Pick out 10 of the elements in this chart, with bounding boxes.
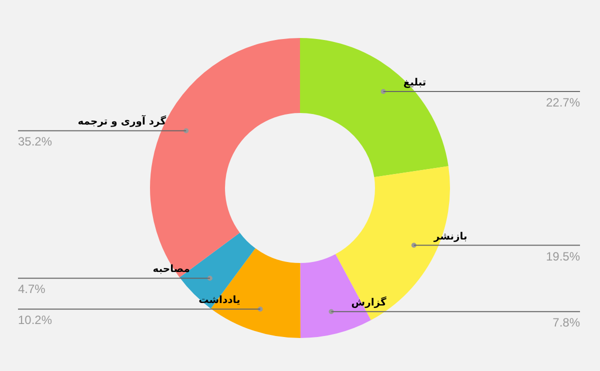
data-label: 22.7% xyxy=(546,96,580,110)
donut-slice xyxy=(150,38,300,278)
donut-slice xyxy=(300,38,448,178)
data-label: 10.2% xyxy=(18,313,52,328)
data-label: 7.8% xyxy=(552,316,580,330)
slice-label: گرد آوری و ترجمه xyxy=(78,114,166,128)
data-label: 4.7% xyxy=(18,282,46,296)
data-label: 35.2% xyxy=(18,134,52,149)
data-label: 19.5% xyxy=(546,249,580,264)
slice-label: مصاحبه xyxy=(152,264,190,276)
